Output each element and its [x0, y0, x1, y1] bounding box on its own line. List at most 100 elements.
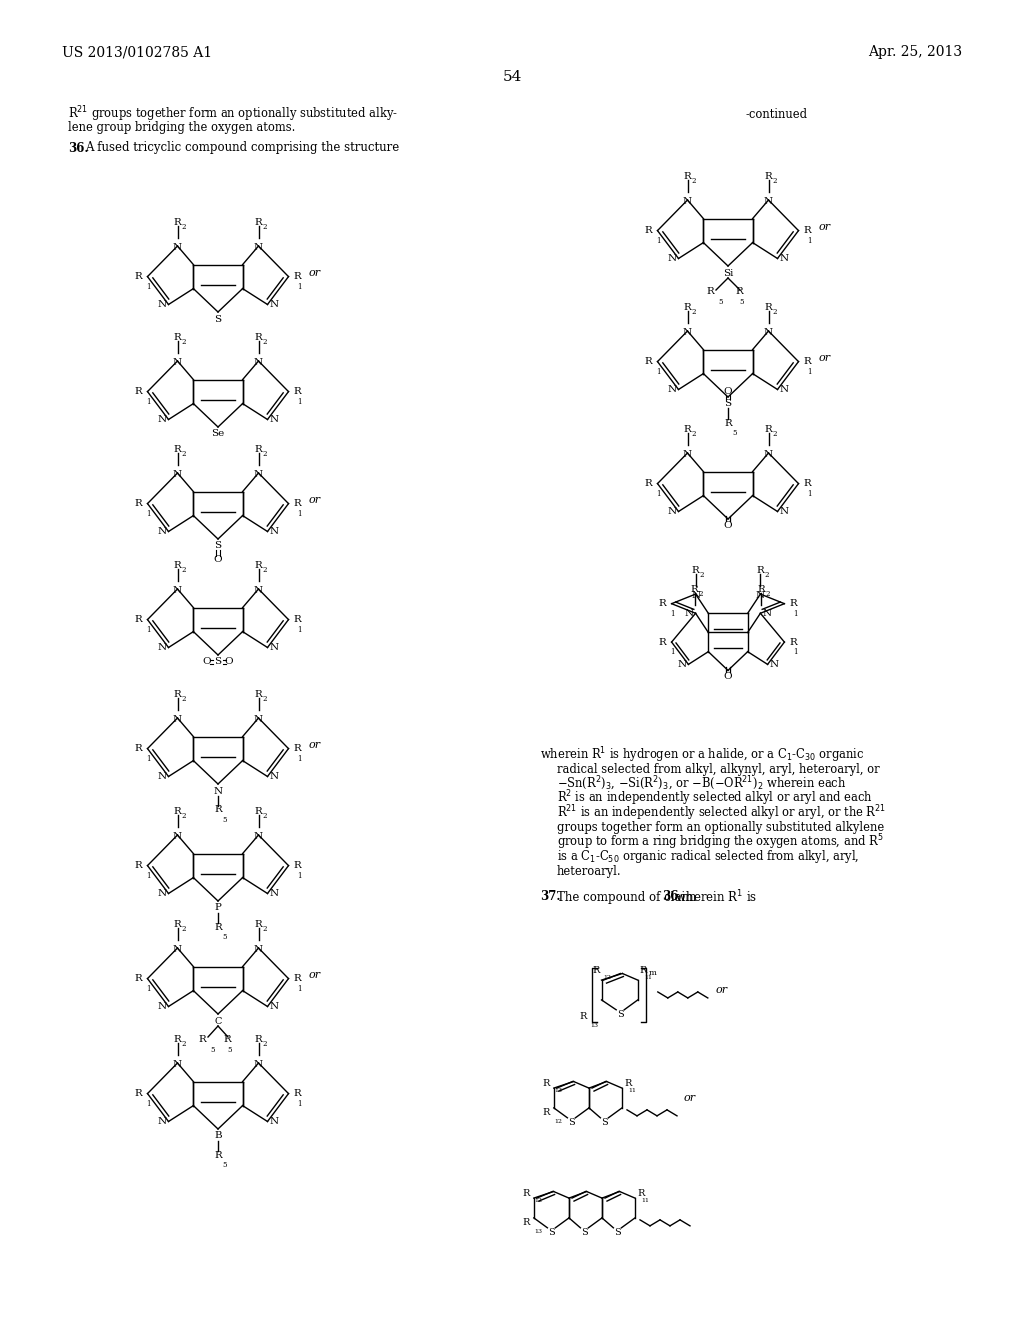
Text: or: or	[818, 352, 830, 363]
Text: R: R	[214, 805, 222, 814]
Text: R: R	[174, 1035, 181, 1044]
Text: 2: 2	[772, 430, 777, 438]
Text: R: R	[135, 744, 142, 754]
Text: N: N	[779, 507, 788, 516]
Text: US 2013/0102785 A1: US 2013/0102785 A1	[62, 45, 212, 59]
Text: 1: 1	[146, 755, 151, 763]
Text: 2: 2	[262, 1040, 267, 1048]
Text: 5: 5	[739, 298, 743, 306]
Text: O: O	[224, 657, 233, 667]
Text: R: R	[684, 304, 691, 312]
Text: 1: 1	[808, 367, 812, 376]
Text: N: N	[668, 385, 677, 393]
Text: N: N	[254, 243, 263, 252]
Text: 2: 2	[262, 925, 267, 933]
Text: R: R	[624, 1078, 632, 1088]
Text: 1: 1	[794, 648, 798, 656]
Text: 1: 1	[146, 510, 151, 517]
Text: R: R	[174, 218, 181, 227]
Text: R: R	[174, 807, 181, 816]
Text: R: R	[255, 690, 262, 700]
Text: R: R	[804, 479, 811, 488]
Text: N: N	[269, 1002, 279, 1011]
Text: N: N	[269, 1117, 279, 1126]
Text: R: R	[199, 1035, 206, 1044]
Text: 1: 1	[656, 367, 662, 376]
Text: R: R	[758, 585, 765, 594]
Text: or: or	[308, 268, 321, 279]
Text: 11: 11	[628, 1088, 636, 1093]
Text: S: S	[614, 1229, 621, 1237]
Text: C: C	[214, 1016, 221, 1026]
Text: R: R	[765, 304, 772, 312]
Text: N: N	[668, 253, 677, 263]
Text: Se: Se	[211, 429, 224, 438]
Text: O: O	[724, 520, 732, 529]
Text: 1: 1	[656, 490, 662, 498]
Text: P: P	[215, 903, 221, 912]
Text: lene group bridging the oxygen atoms.: lene group bridging the oxygen atoms.	[68, 121, 295, 135]
Text: or: or	[818, 222, 830, 232]
Text: R: R	[135, 974, 142, 983]
Text: 13: 13	[534, 1229, 542, 1234]
Text: 11: 11	[644, 975, 652, 979]
Text: 1: 1	[146, 985, 151, 993]
Text: or: or	[308, 495, 321, 506]
Text: N: N	[173, 243, 182, 252]
Text: R: R	[135, 615, 142, 624]
Text: R: R	[294, 387, 301, 396]
Text: N: N	[158, 300, 167, 309]
Text: N: N	[158, 414, 167, 424]
Text: N: N	[668, 507, 677, 516]
Text: R$^2$ is an independently selected alkyl or aryl and each: R$^2$ is an independently selected alkyl…	[557, 789, 873, 808]
Text: 5: 5	[718, 298, 723, 306]
Text: N: N	[764, 450, 773, 459]
Text: 2: 2	[772, 308, 777, 315]
Text: N: N	[173, 470, 182, 479]
Text: N: N	[158, 772, 167, 781]
Text: R: R	[255, 807, 262, 816]
Text: R: R	[645, 479, 652, 488]
Text: S: S	[568, 1118, 574, 1127]
Text: 2: 2	[262, 450, 267, 458]
Text: 2: 2	[262, 696, 267, 704]
Text: N: N	[254, 358, 263, 367]
Text: R: R	[214, 923, 222, 932]
Text: wherein R$^1$ is: wherein R$^1$ is	[672, 888, 758, 906]
Text: N: N	[158, 527, 167, 536]
Text: N: N	[269, 643, 279, 652]
Text: 1: 1	[298, 510, 302, 517]
Text: 2: 2	[262, 338, 267, 346]
Text: N: N	[677, 660, 686, 669]
Text: R: R	[255, 333, 262, 342]
Text: 13: 13	[554, 1088, 562, 1093]
Text: N: N	[269, 414, 279, 424]
Text: N: N	[770, 660, 778, 669]
Text: 1: 1	[146, 1100, 151, 1107]
Text: 1: 1	[146, 282, 151, 290]
Text: R: R	[735, 288, 742, 297]
Text: N: N	[173, 586, 182, 595]
Text: N: N	[213, 787, 222, 796]
Text: or: or	[716, 985, 728, 995]
Text: R: R	[135, 861, 142, 870]
Text: R: R	[684, 425, 691, 434]
Text: R: R	[174, 561, 181, 570]
Text: R: R	[294, 861, 301, 870]
Text: S: S	[214, 657, 221, 667]
Text: R: R	[543, 1109, 550, 1118]
Text: 1: 1	[298, 397, 302, 405]
Text: R: R	[790, 638, 797, 647]
Text: R: R	[684, 172, 691, 181]
Text: R: R	[174, 690, 181, 700]
Text: is a C$_1$-C$_{50}$ organic radical selected from alkyl, aryl,: is a C$_1$-C$_{50}$ organic radical sele…	[557, 847, 859, 865]
Text: N: N	[683, 327, 692, 337]
Text: R: R	[255, 1035, 262, 1044]
Text: R: R	[135, 499, 142, 508]
Text: 5: 5	[222, 816, 226, 824]
Text: 1: 1	[808, 236, 812, 244]
Text: N: N	[254, 586, 263, 595]
Text: 1: 1	[146, 626, 151, 634]
Text: N: N	[683, 197, 692, 206]
Text: R: R	[255, 920, 262, 929]
